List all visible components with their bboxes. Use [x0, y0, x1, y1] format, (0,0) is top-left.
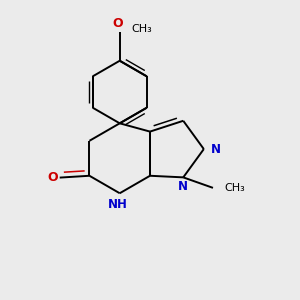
Text: N: N: [210, 142, 220, 156]
Text: NH: NH: [108, 198, 128, 211]
Text: O: O: [48, 171, 58, 184]
Text: CH₃: CH₃: [131, 24, 152, 34]
Text: O: O: [112, 17, 123, 30]
Text: N: N: [178, 180, 188, 193]
Text: CH₃: CH₃: [224, 183, 245, 193]
